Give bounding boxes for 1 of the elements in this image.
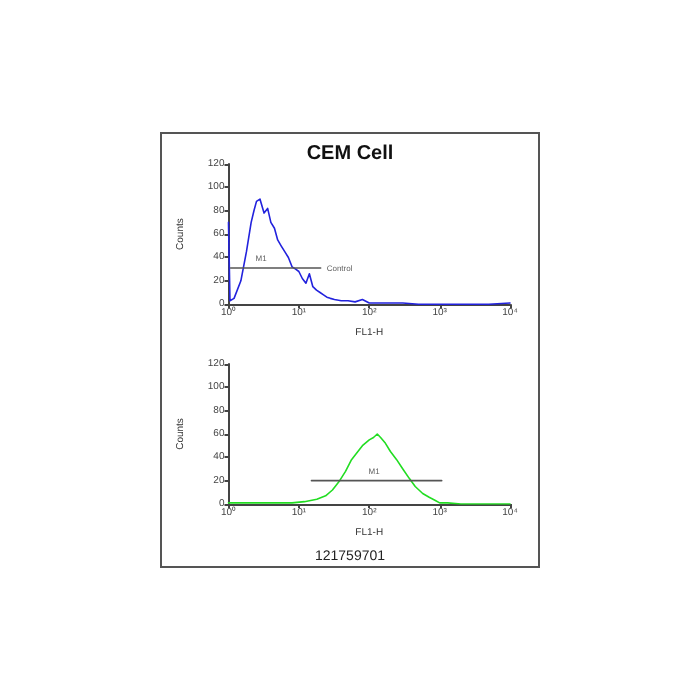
chart-title: CEM Cell — [306, 143, 394, 165]
